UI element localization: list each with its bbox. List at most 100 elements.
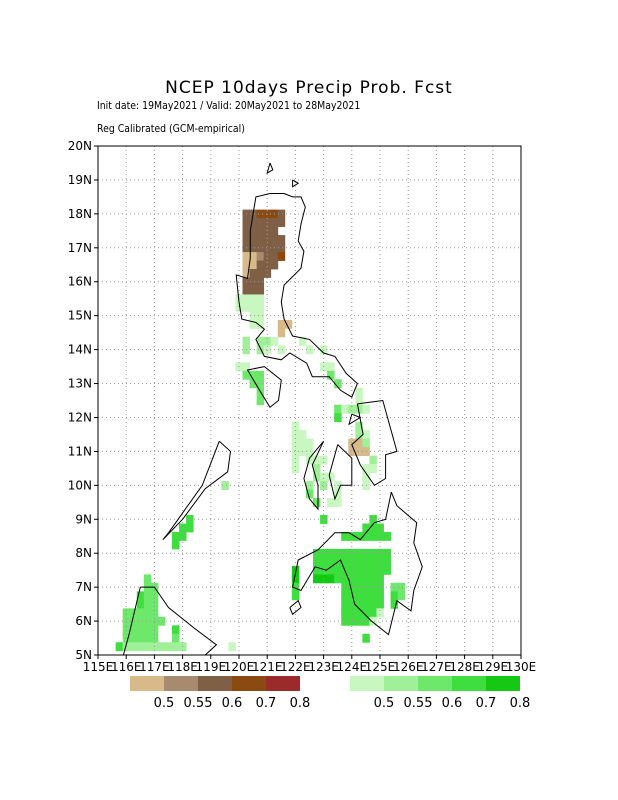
- prob-cell: [376, 599, 384, 609]
- prob-cell: [348, 599, 356, 609]
- prob-cell: [362, 591, 370, 601]
- prob-cell: [348, 404, 356, 414]
- prob-cell: [313, 498, 321, 507]
- prob-cell: [355, 616, 363, 626]
- lat-tick-label: 7N: [75, 580, 92, 594]
- lon-tick-label: 129E: [478, 660, 509, 674]
- lon-tick-label: 120E: [224, 660, 255, 674]
- prob-cell: [263, 243, 272, 253]
- prob-cell: [270, 260, 279, 270]
- lat-tick-label: 8N: [75, 546, 92, 560]
- prob-cell: [242, 226, 250, 236]
- map-title: NCEP 10days Precip Prob. Fcst: [165, 78, 453, 98]
- prob-cell: [334, 565, 342, 575]
- prob-cell: [376, 523, 384, 533]
- prob-cell: [249, 269, 258, 278]
- prob-cell: [334, 489, 342, 499]
- coastline: [266, 162, 274, 175]
- prob-cell: [256, 226, 265, 236]
- prob-cell: [334, 379, 342, 389]
- prob-cell: [256, 260, 265, 270]
- dry-colorbar-swatch: [198, 676, 232, 691]
- prob-cell: [355, 531, 363, 541]
- prob-cell: [362, 472, 370, 482]
- prob-cell: [186, 523, 194, 533]
- prob-cell: [362, 438, 370, 448]
- prob-cell: [136, 642, 145, 652]
- prob-cell: [348, 531, 356, 541]
- prob-cell: [334, 498, 342, 507]
- prob-cell: [327, 472, 335, 482]
- prob-cell: [249, 370, 258, 380]
- prob-cell: [291, 582, 300, 592]
- prob-cell: [270, 336, 279, 346]
- dry-colorbar-label: 0.7: [256, 696, 277, 711]
- prob-cell: [263, 226, 272, 236]
- prob-cell: [115, 642, 124, 652]
- prob-cell: [249, 319, 258, 329]
- prob-cell: [369, 523, 377, 533]
- prob-cell: [291, 591, 300, 601]
- prob-cell: [179, 523, 187, 533]
- prob-cell: [143, 599, 152, 609]
- prob-cell: [242, 252, 250, 261]
- wet-colorbar-label: 0.8: [510, 696, 531, 711]
- prob-cell: [348, 447, 356, 457]
- prob-cell: [143, 625, 152, 635]
- prob-cell: [277, 235, 286, 244]
- prob-cell: [298, 336, 307, 346]
- prob-cell: [143, 574, 152, 584]
- prob-cell: [291, 464, 300, 474]
- prob-cell: [327, 565, 335, 575]
- prob-cell: [256, 311, 265, 321]
- prob-cell: [256, 345, 265, 355]
- prob-cell: [143, 616, 152, 626]
- prob-cell: [327, 362, 335, 372]
- prob-cell: [362, 404, 370, 414]
- prob-cell: [320, 515, 328, 524]
- lon-tick-label: 127E: [421, 660, 452, 674]
- prob-cell: [129, 642, 138, 652]
- prob-cell: [376, 591, 384, 601]
- prob-cell: [242, 336, 250, 346]
- prob-cell: [143, 608, 152, 618]
- prob-cell: [256, 370, 265, 380]
- prob-cell: [249, 302, 258, 312]
- prob-cell: [256, 379, 265, 389]
- lat-tick-label: 9N: [75, 512, 92, 526]
- prob-cell: [327, 557, 335, 567]
- dry-colorbar-label: 0.5: [154, 696, 175, 711]
- prob-cell: [355, 421, 363, 431]
- lat-tick-label: 10N: [68, 478, 92, 492]
- prob-cell: [129, 608, 138, 618]
- dry-colorbar-label: 0.6: [222, 696, 243, 711]
- prob-cell: [256, 294, 265, 304]
- prob-cell: [249, 277, 258, 287]
- prob-cell: [376, 582, 384, 592]
- prob-cell: [256, 336, 265, 346]
- lon-tick-label: 123E: [308, 660, 339, 674]
- prob-cell: [362, 464, 370, 474]
- coastline: [292, 179, 300, 188]
- dry-colorbar-swatch: [130, 676, 164, 691]
- prob-cell: [334, 481, 342, 490]
- prob-cell: [327, 498, 335, 507]
- prob-cell: [277, 209, 286, 219]
- prob-cell: [348, 608, 356, 618]
- prob-cell: [263, 269, 272, 278]
- prob-cell: [355, 574, 363, 584]
- prob-cell: [362, 574, 370, 584]
- prob-cell: [355, 582, 363, 592]
- prob-cell: [369, 464, 377, 474]
- prob-cell: [256, 243, 265, 253]
- lat-tick-label: 17N: [68, 241, 92, 255]
- wet-colorbar-swatch: [350, 676, 384, 691]
- prob-cell: [362, 557, 370, 567]
- prob-cell: [263, 336, 272, 346]
- prob-cell: [334, 548, 342, 558]
- lon-tick-label: 125E: [365, 660, 396, 674]
- prob-cell: [369, 557, 377, 567]
- coastline: [162, 440, 232, 540]
- prob-cell: [348, 557, 356, 567]
- prob-cell: [313, 565, 321, 575]
